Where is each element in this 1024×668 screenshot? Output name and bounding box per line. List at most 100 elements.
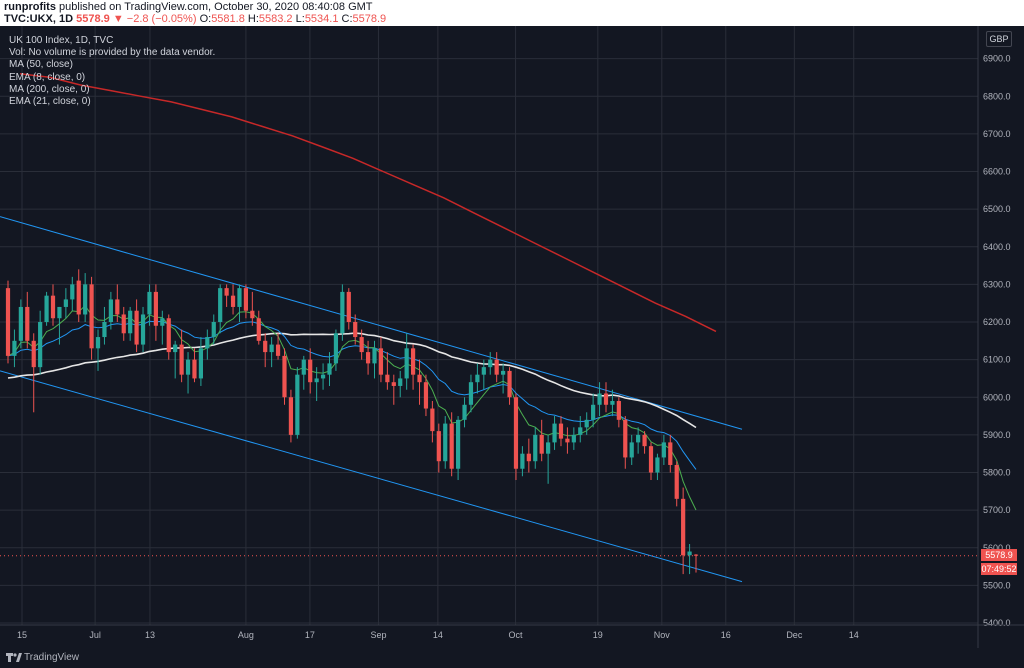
candle-body — [211, 322, 216, 338]
candle-body — [687, 551, 692, 556]
candle — [655, 453, 660, 481]
candle — [546, 434, 551, 484]
candle — [629, 434, 634, 465]
candle-body — [410, 348, 416, 375]
candle — [507, 367, 512, 405]
price-chart[interactable]: 5400.0 5500.0 5600.0 5700.0 5800.0 5900.0 6000… — [0, 26, 1024, 648]
candle — [661, 434, 666, 465]
candle-body — [25, 306, 30, 341]
candle — [134, 299, 139, 353]
candle-body — [468, 382, 474, 405]
symbol-label: TVC:UKX, 1D — [4, 13, 74, 25]
candle — [295, 367, 300, 439]
tradingview-logo-icon[interactable] — [6, 652, 22, 663]
candle — [192, 348, 197, 383]
publisher-username[interactable]: runprofits — [4, 1, 56, 13]
candle-body — [507, 370, 512, 398]
candle-body — [462, 404, 467, 420]
candle-body — [353, 322, 358, 338]
candle-body — [520, 453, 525, 469]
time-axis[interactable]: 15 Jul 13 Aug 17 Sep 14 Oct 19 Nov 16 Dec 14 — [0, 624, 1024, 640]
candle-body — [95, 337, 101, 349]
candle-body — [681, 498, 686, 556]
candle-body — [661, 442, 666, 458]
candle — [533, 427, 538, 469]
candle — [224, 284, 229, 307]
candle — [417, 359, 422, 405]
candle — [83, 273, 88, 322]
candle-body — [198, 348, 203, 379]
candle — [147, 284, 152, 326]
candle — [102, 306, 107, 345]
low-value: 5534.1 — [304, 13, 339, 25]
candle — [423, 374, 429, 417]
candle-body — [282, 355, 287, 398]
candle — [488, 352, 493, 375]
low-label: L: — [295, 13, 305, 25]
candle-body — [578, 427, 583, 435]
candle — [198, 337, 203, 386]
candle — [70, 276, 75, 311]
candle — [205, 329, 210, 360]
candle — [308, 348, 313, 394]
legend-ema21[interactable]: EMA (21, close, 0) — [9, 96, 91, 108]
price-tick-label: 6600.0 — [983, 167, 1011, 177]
candle-body — [179, 344, 184, 375]
candle-body — [153, 291, 158, 326]
candle — [623, 416, 628, 469]
candle-body — [513, 397, 519, 469]
candle — [340, 284, 345, 341]
candle-body — [430, 408, 435, 432]
candle — [57, 306, 62, 345]
candle — [211, 314, 216, 345]
candle — [610, 389, 615, 417]
candle — [44, 291, 49, 326]
candle-body — [423, 382, 429, 409]
candle — [443, 416, 448, 469]
candle-body — [391, 382, 396, 386]
legend-ma50[interactable]: MA (50, close) — [9, 59, 73, 71]
candle-body — [50, 295, 56, 319]
candle-body — [584, 419, 589, 428]
candle — [668, 434, 673, 473]
candle-body — [565, 438, 570, 443]
candle-body — [449, 423, 454, 469]
time-tick-label: 17 — [305, 630, 315, 640]
candle — [320, 363, 326, 390]
candle — [275, 333, 281, 360]
candle-body — [205, 337, 210, 349]
time-tick-label: 19 — [593, 630, 603, 640]
candle — [539, 419, 544, 462]
candle-body — [636, 434, 641, 443]
time-tick-label: 14 — [849, 630, 859, 640]
candle — [243, 284, 249, 319]
candle — [31, 333, 36, 413]
candle-body — [597, 393, 602, 405]
candle — [128, 306, 133, 341]
candle — [468, 374, 474, 413]
candle-body — [494, 359, 499, 375]
legend-ema8[interactable]: EMA (8, close, 0) — [9, 71, 86, 83]
currency-badge[interactable]: GBP — [986, 31, 1012, 47]
time-tick-label: 16 — [721, 630, 731, 640]
time-tick-label: Nov — [654, 630, 671, 640]
candle-body — [623, 419, 628, 458]
price-axis[interactable]: 5400.0 5500.0 5600.0 5700.0 5800.0 5900.0 6000… — [977, 26, 1011, 648]
candle — [237, 284, 242, 322]
candle — [462, 397, 467, 428]
legend-ma200[interactable]: MA (200, close, 0) — [9, 83, 90, 95]
candle-body — [269, 344, 274, 353]
candle-body — [192, 359, 197, 379]
footer-brand[interactable]: TradingView — [24, 652, 80, 663]
candle — [475, 363, 480, 394]
publish-info: published on TradingView.com, October 30… — [59, 1, 373, 13]
candle-body — [134, 310, 139, 345]
candle — [372, 340, 377, 379]
candle-body — [18, 306, 23, 341]
candle — [430, 401, 435, 443]
candle — [50, 284, 56, 326]
candle-body — [224, 288, 229, 296]
candle-body — [243, 288, 249, 311]
candle-body — [108, 299, 113, 322]
time-tick-label: Dec — [786, 630, 803, 640]
